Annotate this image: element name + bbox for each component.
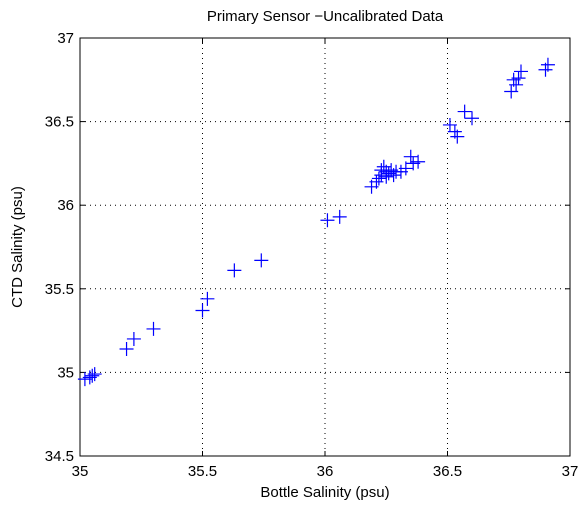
data-point-marker (87, 367, 102, 382)
data-point-marker (332, 209, 347, 224)
data-point-marker (465, 111, 479, 126)
data-point-marker (514, 64, 528, 79)
y-tick-label: 36.5 (45, 114, 74, 131)
marker-layer (77, 57, 555, 387)
x-tick-label: 35.5 (188, 463, 217, 480)
x-tick-label: 36 (317, 463, 334, 480)
data-point-marker (540, 57, 555, 72)
data-point-marker (119, 341, 134, 356)
y-tick-label: 37 (57, 30, 74, 47)
y-tick-label: 36 (57, 197, 74, 214)
data-point-marker (403, 149, 418, 164)
data-point-marker (227, 263, 242, 278)
y-tick-label: 34.5 (45, 448, 74, 465)
y-axis-label: CTD Salinity (psu) (9, 186, 26, 308)
data-point-marker (386, 168, 401, 183)
data-point-marker (371, 171, 386, 186)
data-point-marker (411, 154, 426, 169)
data-point-marker (511, 71, 526, 86)
y-tick-label: 35.5 (45, 281, 74, 298)
data-point-marker (254, 253, 269, 268)
x-tick-label: 35 (72, 463, 89, 480)
data-point-marker (195, 303, 210, 318)
data-point-marker (457, 104, 472, 119)
data-point-marker (398, 161, 413, 176)
y-tick-label: 35 (57, 364, 74, 381)
chart-title: Primary Sensor −Uncalibrated Data (207, 8, 444, 25)
data-point-marker (450, 129, 465, 144)
data-point-marker (126, 331, 141, 346)
x-axis-label: Bottle Salinity (psu) (260, 484, 389, 501)
data-point-marker (146, 321, 161, 336)
x-tick-label: 37 (562, 463, 579, 480)
data-point-marker (509, 77, 524, 92)
grid-layer (80, 38, 570, 456)
data-point-marker (200, 291, 215, 306)
x-tick-label: 36.5 (433, 463, 462, 480)
data-point-marker (320, 213, 335, 228)
data-point-marker (85, 368, 100, 383)
